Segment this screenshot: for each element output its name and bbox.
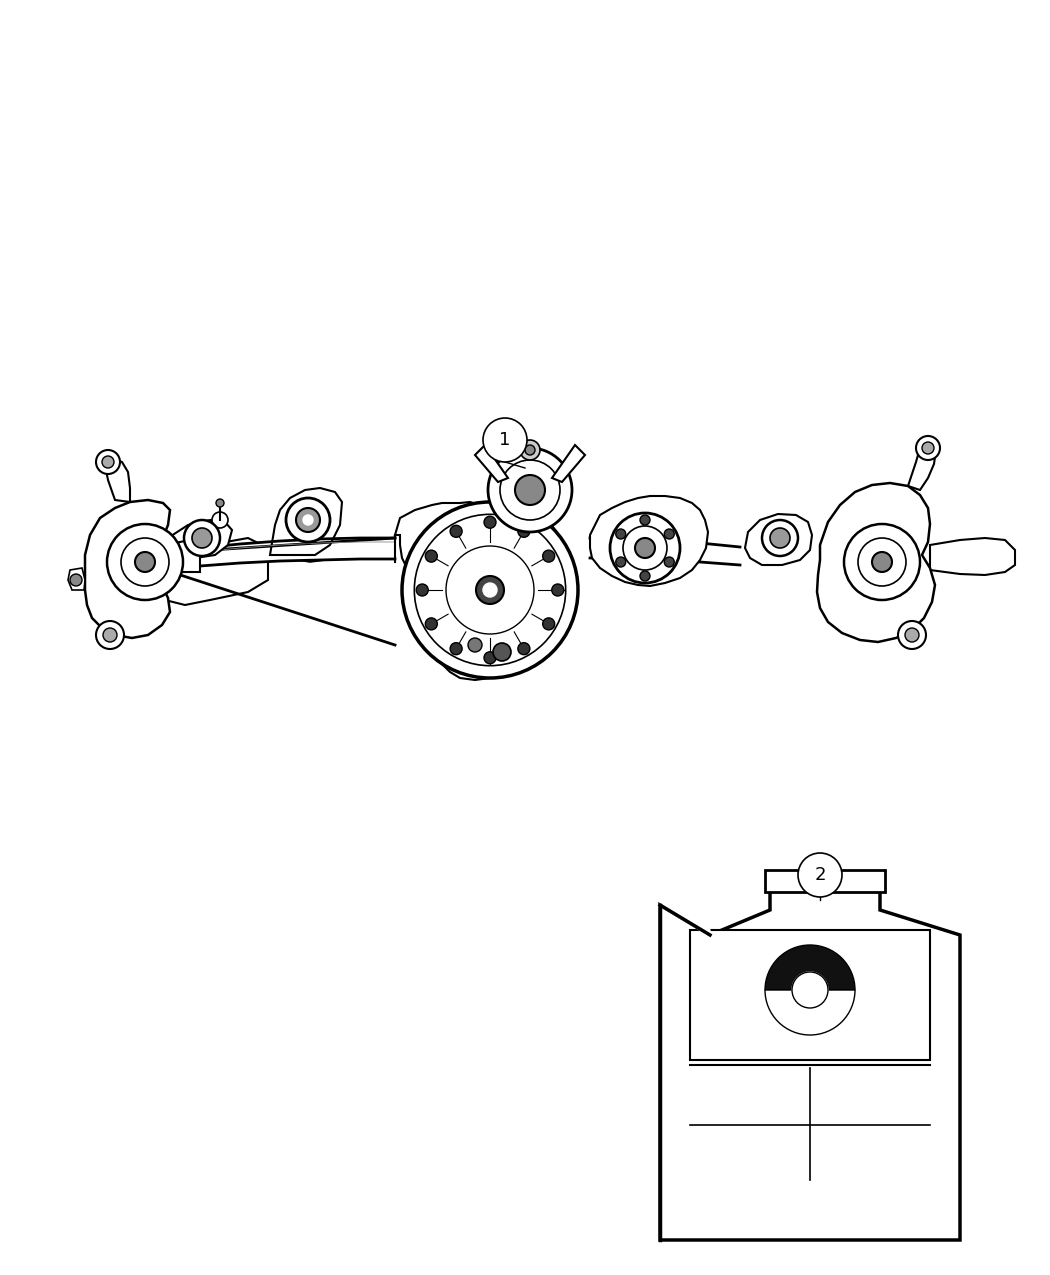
- Circle shape: [103, 629, 117, 643]
- Wedge shape: [765, 945, 855, 989]
- Circle shape: [216, 499, 224, 507]
- Circle shape: [450, 525, 462, 537]
- Circle shape: [96, 450, 120, 474]
- Circle shape: [476, 576, 504, 604]
- Circle shape: [425, 550, 437, 562]
- Circle shape: [303, 515, 313, 525]
- Circle shape: [872, 552, 892, 572]
- Polygon shape: [85, 500, 170, 638]
- Circle shape: [792, 972, 828, 1009]
- Circle shape: [520, 440, 540, 460]
- Circle shape: [107, 524, 183, 601]
- Circle shape: [296, 507, 320, 532]
- Circle shape: [665, 529, 674, 539]
- Circle shape: [483, 418, 527, 462]
- Circle shape: [468, 638, 482, 652]
- Bar: [690, 929, 930, 1060]
- Circle shape: [70, 574, 82, 586]
- Polygon shape: [930, 538, 1015, 575]
- Circle shape: [635, 538, 655, 558]
- Polygon shape: [270, 488, 342, 555]
- Wedge shape: [765, 989, 855, 1035]
- Polygon shape: [590, 496, 708, 586]
- Circle shape: [135, 552, 155, 572]
- Circle shape: [844, 524, 920, 601]
- Polygon shape: [475, 445, 508, 482]
- Polygon shape: [68, 567, 85, 590]
- Circle shape: [922, 442, 934, 454]
- Polygon shape: [552, 445, 585, 482]
- Circle shape: [96, 621, 124, 649]
- Polygon shape: [165, 538, 395, 570]
- Circle shape: [494, 643, 511, 660]
- Circle shape: [665, 557, 674, 567]
- Circle shape: [916, 436, 940, 460]
- Text: 2: 2: [814, 866, 825, 884]
- Circle shape: [640, 571, 650, 581]
- Circle shape: [488, 448, 572, 532]
- Polygon shape: [270, 530, 340, 562]
- Circle shape: [184, 520, 220, 556]
- Circle shape: [905, 629, 919, 643]
- Circle shape: [402, 502, 578, 678]
- Circle shape: [543, 550, 554, 562]
- Polygon shape: [165, 538, 268, 606]
- Circle shape: [898, 621, 926, 649]
- Circle shape: [615, 557, 626, 567]
- Circle shape: [762, 520, 798, 556]
- Polygon shape: [746, 514, 812, 565]
- Polygon shape: [162, 538, 200, 572]
- Polygon shape: [590, 538, 740, 565]
- Circle shape: [483, 583, 497, 597]
- Circle shape: [416, 584, 428, 595]
- Circle shape: [102, 456, 114, 468]
- Polygon shape: [165, 520, 232, 558]
- Polygon shape: [908, 444, 936, 490]
- Circle shape: [770, 528, 790, 548]
- Polygon shape: [395, 502, 560, 680]
- Circle shape: [543, 618, 554, 630]
- Circle shape: [518, 525, 530, 537]
- Circle shape: [514, 476, 545, 505]
- Polygon shape: [660, 890, 960, 1241]
- Polygon shape: [817, 483, 934, 643]
- Circle shape: [610, 513, 680, 583]
- Circle shape: [798, 853, 842, 898]
- Circle shape: [192, 528, 212, 548]
- Circle shape: [425, 618, 437, 630]
- Circle shape: [450, 643, 462, 654]
- Circle shape: [615, 529, 626, 539]
- Bar: [765, 870, 885, 892]
- Circle shape: [525, 445, 536, 455]
- Circle shape: [484, 652, 496, 664]
- Text: 1: 1: [500, 431, 510, 449]
- Circle shape: [551, 584, 564, 595]
- Polygon shape: [660, 900, 710, 935]
- Circle shape: [640, 515, 650, 525]
- Circle shape: [518, 643, 530, 654]
- Circle shape: [286, 499, 330, 542]
- Circle shape: [484, 516, 496, 528]
- Circle shape: [212, 513, 228, 528]
- Polygon shape: [105, 458, 130, 502]
